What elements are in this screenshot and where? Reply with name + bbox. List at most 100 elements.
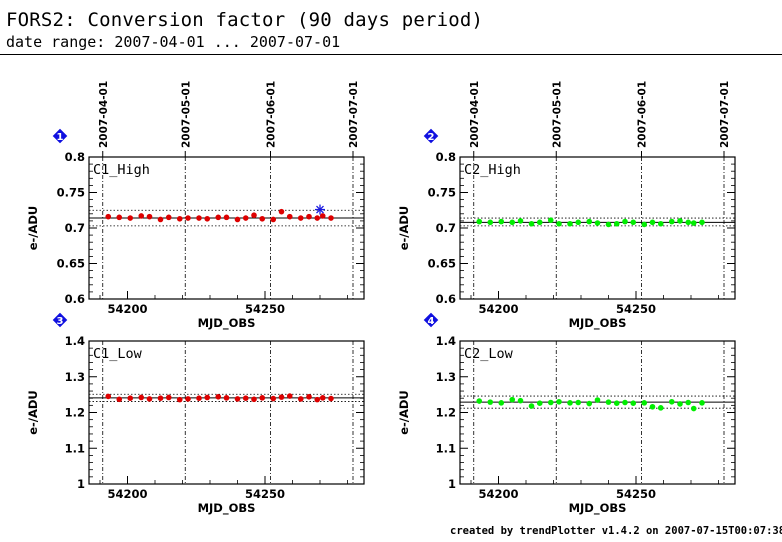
data-point (328, 215, 334, 221)
data-point (594, 220, 601, 226)
data-point (699, 400, 705, 406)
data-point (630, 219, 637, 226)
y-axis-label: e-/ADU (26, 206, 40, 251)
date-tick-label: 2007-06-01 (637, 81, 649, 148)
data-point (668, 398, 675, 405)
data-point (547, 399, 554, 406)
data-point (528, 403, 535, 409)
data-point (215, 214, 222, 221)
data-point (242, 215, 249, 221)
data-point (319, 213, 326, 219)
y-tick-label: 1.1 (65, 441, 85, 455)
data-point (567, 220, 573, 227)
plot-frame (88, 156, 365, 300)
data-point (677, 218, 683, 224)
y-tick-label: 1.4 (436, 334, 456, 348)
data-point (575, 219, 582, 226)
data-point (297, 215, 304, 221)
data-point (176, 215, 183, 222)
y-tick-label: 0.8 (65, 150, 85, 164)
outlier-stroke (316, 205, 324, 214)
outlier-point (315, 204, 325, 215)
date-range-subtitle: date range: 2007-04-01 ... 2007-07-01 (6, 33, 341, 51)
y-axis-label: e-/ADU (26, 390, 40, 435)
badge-diamond (422, 127, 440, 145)
data-point (105, 393, 112, 400)
y-tick-label: 1 (448, 477, 456, 491)
y-tick-label: 1.3 (65, 370, 85, 384)
badge-diamond (422, 311, 440, 329)
panel-number-badge: 2 (422, 127, 440, 145)
data-point (157, 216, 164, 223)
badge-number: 1 (57, 132, 64, 143)
y-tick-label: 0.6 (436, 292, 456, 306)
data-point (328, 395, 334, 402)
y-tick-label: 0.75 (428, 186, 456, 200)
data-point (613, 400, 620, 407)
data-point (223, 214, 230, 221)
data-point (306, 213, 312, 220)
y-tick-label: 0.8 (436, 150, 456, 164)
y-tick-label: 1.2 (65, 406, 85, 420)
data-point (536, 400, 543, 407)
date-tick-label: 2007-04-01 (469, 81, 481, 148)
data-point (575, 399, 582, 406)
data-point (234, 396, 241, 402)
x-axis-label: MJD_OBS (569, 501, 627, 516)
date-tick-label: 2007-05-01 (551, 81, 563, 148)
data-point (314, 396, 321, 403)
data-point (547, 217, 554, 223)
data-point (509, 396, 516, 403)
y-tick-label: 1.3 (436, 370, 456, 384)
date-tick-label: 2007-05-01 (180, 81, 192, 148)
x-axis-label: MJD_OBS (569, 316, 627, 331)
data-point (649, 403, 656, 410)
data-point (613, 220, 620, 227)
data-point (116, 214, 123, 221)
data-point (165, 394, 172, 401)
data-point (668, 218, 675, 225)
date-tick-label: 2007-06-01 (266, 81, 278, 148)
data-point (116, 396, 123, 403)
data-point (509, 219, 516, 226)
data-point (259, 395, 266, 401)
x-tick-label: 54250 (245, 487, 285, 501)
panel-1: 2007-04-01 2007-05-01 2007-06-01 2007-07-01… (26, 81, 365, 331)
date-tick-label: 2007-07-01 (719, 81, 731, 148)
x-tick-label: 54200 (107, 302, 147, 316)
data-point (204, 394, 211, 401)
x-tick-label: 54250 (616, 302, 656, 316)
data-point (127, 395, 134, 402)
data-point (157, 395, 164, 402)
data-point (605, 221, 612, 228)
badge-diamond (51, 127, 69, 145)
data-point (528, 220, 535, 227)
data-point (567, 400, 573, 406)
data-point (517, 218, 524, 224)
data-point (586, 400, 593, 407)
data-point (622, 399, 628, 406)
badge-diamond (51, 311, 69, 329)
y-tick-label: 0.65 (57, 257, 85, 271)
data-point (487, 399, 494, 405)
data-point (306, 393, 312, 400)
data-point (286, 213, 293, 220)
plot-frame (88, 340, 365, 485)
y-tick-label: 1.2 (436, 406, 456, 420)
data-point (204, 215, 211, 222)
y-tick-label: 1.4 (65, 334, 85, 348)
data-point (605, 399, 612, 405)
x-tick-label: 54250 (616, 487, 656, 501)
y-tick-label: 0.6 (65, 292, 85, 306)
data-point (127, 215, 134, 221)
y-tick-label: 0.75 (57, 186, 85, 200)
y-tick-label: 0.65 (428, 257, 456, 271)
data-point (487, 219, 494, 226)
y-tick-label: 1.1 (436, 441, 456, 455)
data-point (498, 218, 505, 225)
data-point (278, 394, 285, 400)
data-point (185, 396, 191, 402)
data-point (699, 219, 705, 226)
data-point (556, 220, 562, 227)
